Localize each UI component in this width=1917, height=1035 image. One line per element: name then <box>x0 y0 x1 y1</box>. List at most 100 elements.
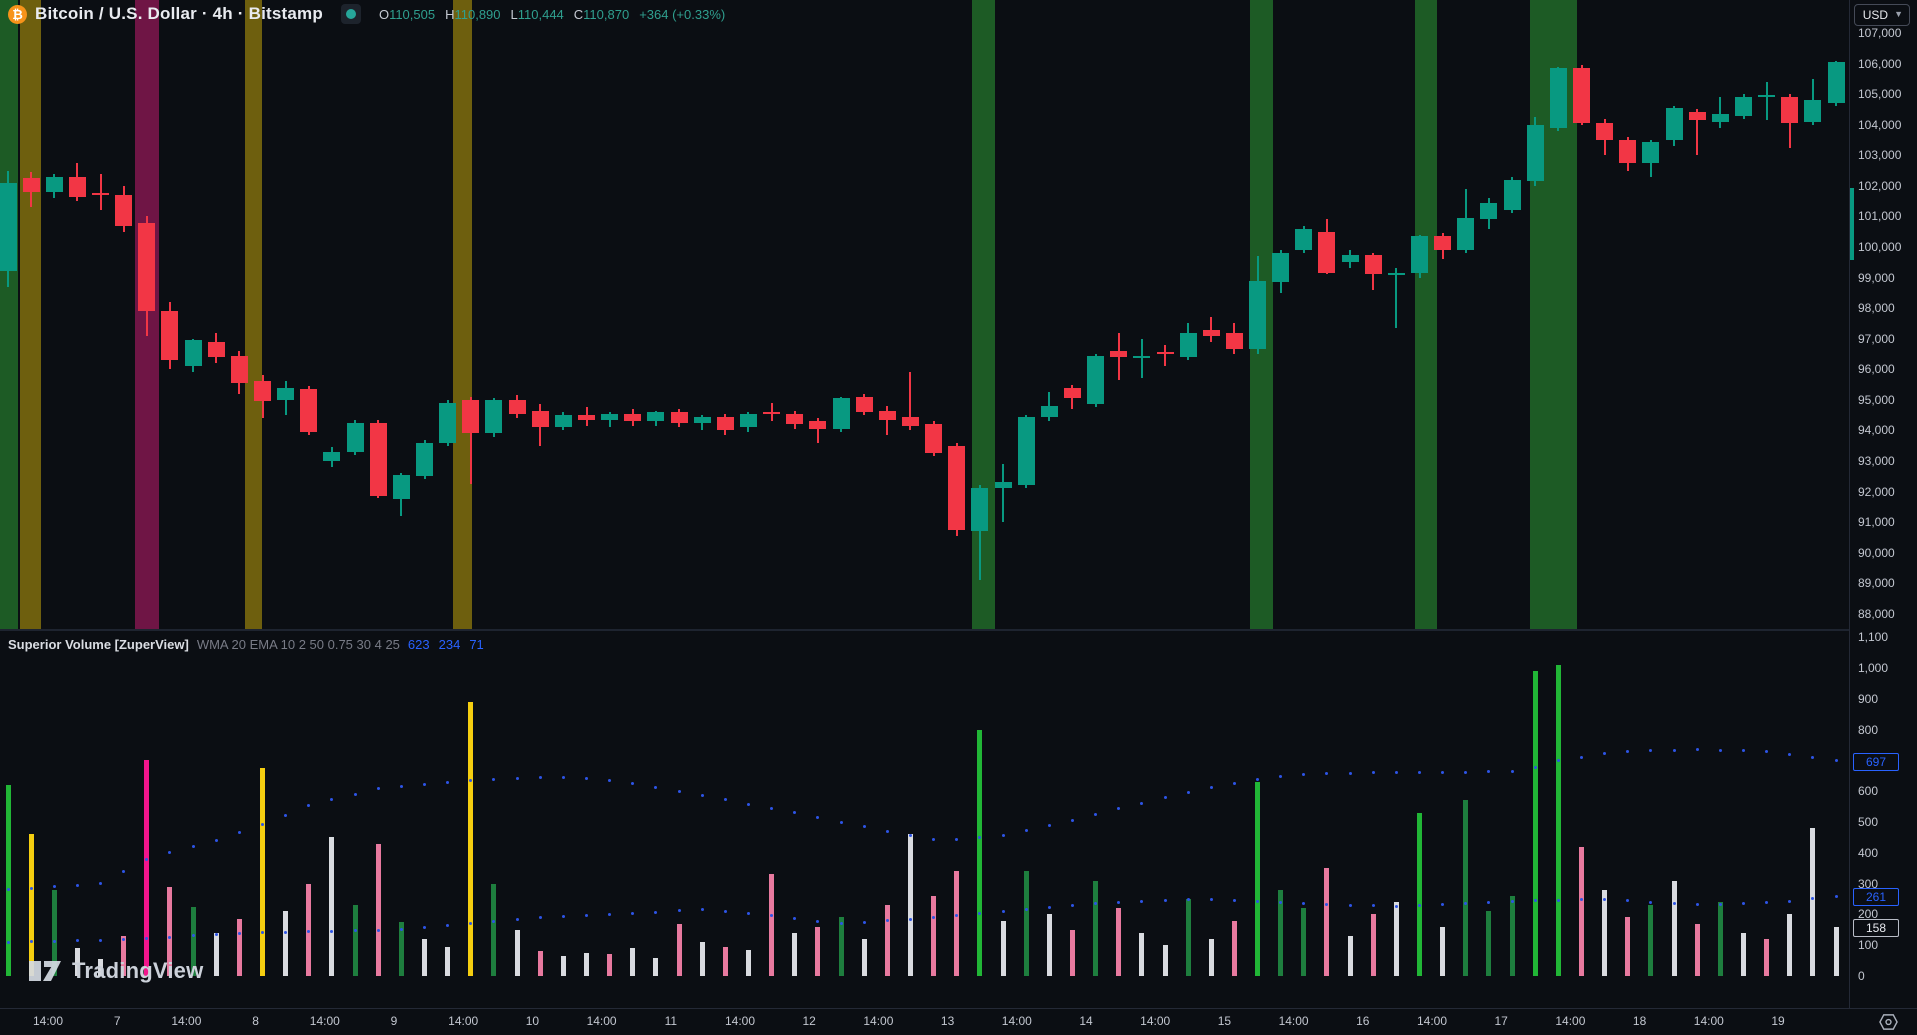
time-axis[interactable]: 14:00 7 14:00 8 14:00 9 14:00 10 14:00 11 14:00 12 1… <box>0 1009 1917 1035</box>
volume-bar <box>329 837 335 976</box>
wma-dot-lower <box>99 938 103 942</box>
wma-dot-lower <box>1556 898 1560 902</box>
symbol-legend[interactable]: ₿ Bitcoin / U.S. Dollar · 4h · Bitstamp … <box>8 4 725 24</box>
volume-bar <box>954 871 960 976</box>
volume-tick-label: 300 <box>1858 876 1879 891</box>
candle-body <box>22 178 40 192</box>
candle-body <box>1156 352 1174 355</box>
price-scale[interactable]: 107,000 106,000 105,000 104,000 103,000 102,0… <box>1850 0 1917 1008</box>
volume-bar <box>1093 880 1099 976</box>
wma-dot-lower <box>1302 902 1306 906</box>
indicator-value-2: 234 <box>438 637 461 652</box>
pane-divider[interactable] <box>0 629 1849 631</box>
high-label: H <box>445 6 455 22</box>
price-tick-label: 89,000 <box>1858 576 1895 591</box>
time-tick-label: 14:00 <box>1693 1014 1724 1028</box>
wma-dot-lower <box>191 934 195 938</box>
indicator-value-1: 623 <box>407 637 430 652</box>
wma-dot-lower <box>330 929 334 933</box>
wma-dot-lower <box>770 914 774 918</box>
price-tick-label: 105,000 <box>1858 87 1902 102</box>
indicator-chip[interactable] <box>340 4 361 24</box>
candle-body <box>1087 355 1105 405</box>
wma-dot-lower <box>1695 903 1699 907</box>
wma-dot-lower <box>1209 898 1213 902</box>
volume-bar <box>98 959 104 976</box>
volume-bar <box>907 834 913 976</box>
volume-bar <box>1671 880 1677 976</box>
candle-body <box>485 399 503 434</box>
time-tick-label: 14:00 <box>1278 1014 1309 1028</box>
wma-dot-lower <box>1626 899 1630 903</box>
wma-dot-lower <box>1441 903 1445 907</box>
volume-bar <box>144 760 150 976</box>
candle-body <box>601 413 619 420</box>
ohlc-readout: O110,505 H110,890 L110,444 C110,870 +364… <box>379 7 725 22</box>
wma-dot-upper <box>1441 771 1445 775</box>
currency-label: USD <box>1862 8 1889 22</box>
wma-dot-upper <box>1070 818 1074 822</box>
candle-body <box>739 413 757 428</box>
wma-dot-lower <box>885 919 889 923</box>
candle-wick <box>608 412 611 428</box>
wma-dot-lower <box>654 910 658 914</box>
volume-bar <box>1069 929 1075 976</box>
volume-indicator-legend[interactable]: Superior Volume [ZuperView] WMA 20 EMA 1… <box>8 637 484 652</box>
candle-body <box>878 410 896 420</box>
candle-body <box>554 415 572 428</box>
volume-bar <box>491 883 497 976</box>
price-tick-label: 102,000 <box>1858 178 1902 193</box>
wma-dot-upper <box>1765 750 1769 754</box>
volume-bar <box>1625 917 1631 976</box>
candle-body <box>1133 355 1151 358</box>
candle-body <box>1642 141 1660 163</box>
wma-dot-upper <box>214 838 218 842</box>
candle-body <box>1040 405 1058 417</box>
time-axis-divider <box>0 1008 1917 1009</box>
candle-body <box>994 482 1012 489</box>
close-label: C <box>573 6 584 22</box>
open-label: O <box>378 6 390 22</box>
wma-dot-upper <box>723 798 727 802</box>
wma-dot-lower <box>1718 902 1722 906</box>
candle-body <box>647 412 665 422</box>
scale-settings-button[interactable] <box>1876 1011 1900 1033</box>
candle-body <box>45 176 63 192</box>
candle-wick <box>701 415 704 431</box>
wma-dot-lower <box>492 919 496 923</box>
tradingview-logo[interactable]: TradingView <box>28 958 203 984</box>
wma-dot-upper <box>816 815 820 819</box>
wma-dot-lower <box>561 915 565 919</box>
wma-dot-upper <box>29 886 33 890</box>
candle-body <box>115 195 133 226</box>
wma-dot-upper <box>330 798 334 802</box>
wma-dot-lower <box>631 911 635 915</box>
volume-bar <box>1162 945 1168 976</box>
volume-bar <box>630 948 636 976</box>
time-tick-label: 14:00 <box>171 1014 202 1028</box>
wma-dot-lower <box>608 912 612 916</box>
close-value: 110,870 <box>583 6 630 22</box>
chart-canvas[interactable] <box>0 0 1849 1008</box>
wma-dot-lower <box>1418 904 1422 908</box>
wma-dot-lower <box>145 936 149 940</box>
candle-body <box>346 422 364 452</box>
wma-dot-lower <box>1834 895 1838 898</box>
volume-bar <box>1810 828 1816 976</box>
time-tick-label: 16 <box>1356 1014 1370 1028</box>
candle-body <box>1295 228 1313 251</box>
wma-dot-upper <box>446 780 450 784</box>
time-tick-label: 14:00 <box>1555 1014 1586 1028</box>
candle-body <box>1249 280 1267 350</box>
volume-bar <box>884 905 890 976</box>
price-tick-label: 101,000 <box>1858 209 1902 224</box>
candle-body <box>369 422 387 497</box>
wma-dot-upper <box>122 869 126 873</box>
wma-dot-upper <box>1186 791 1190 795</box>
volume-bar <box>838 917 844 976</box>
candle-body <box>0 182 17 272</box>
candle-body <box>1827 62 1845 104</box>
wma-dot-upper <box>1626 749 1630 753</box>
wma-dot-lower <box>122 937 126 941</box>
currency-button[interactable]: USD ▼ <box>1853 4 1910 26</box>
